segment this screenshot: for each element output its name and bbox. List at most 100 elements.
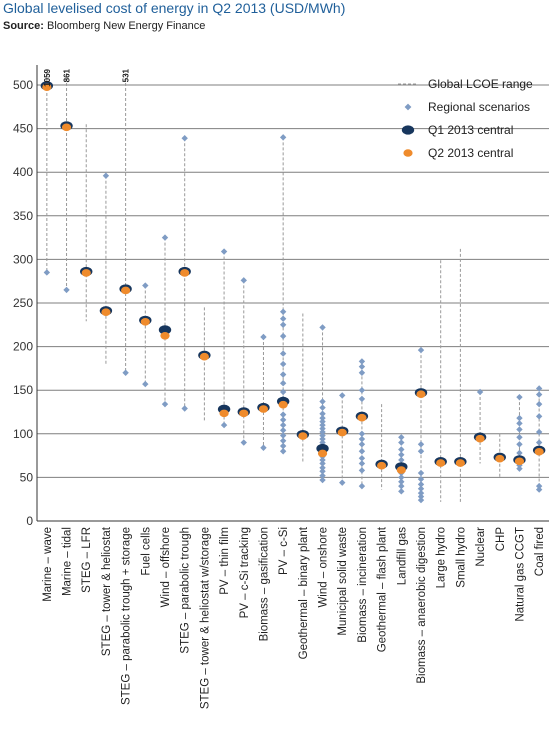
q2-central-point: [140, 318, 150, 326]
regional-scenario-point: [417, 493, 425, 500]
category-label: Marine – tidal: [62, 527, 74, 596]
y-tick-label: 500: [13, 78, 33, 92]
category-label: STEG – parabolic trough: [180, 527, 192, 654]
y-tick-label: 50: [20, 470, 34, 484]
category-label: Geothermal – flash plant: [377, 526, 389, 652]
chart-source: Source: Bloomberg New Energy Finance: [3, 20, 205, 32]
q2-central-point: [416, 390, 426, 398]
regional-scenario-point: [279, 380, 287, 387]
regional-scenario-point: [279, 350, 287, 357]
regional-scenario-point: [398, 488, 405, 495]
y-tick-label: 400: [13, 165, 33, 179]
q1-central-point: [158, 325, 172, 335]
regional-scenario-point: [535, 413, 543, 420]
regional-scenario-point: [417, 441, 425, 448]
q2-central-point: [495, 454, 505, 463]
source-text: Bloomberg New Energy Finance: [47, 20, 206, 32]
label-layer: 0 50 100 150 200 250 300 350 400 450 500 1059 Marine…: [13, 68, 546, 709]
regional-scenario-point: [319, 456, 326, 464]
regional-scenario-point: [142, 380, 149, 388]
category-label: Wind – offshore: [160, 527, 172, 607]
regional-scenario-point: [260, 444, 267, 451]
legend-item-range: Global LCOE range: [398, 77, 533, 91]
category-label: Landfill gas: [396, 527, 408, 585]
q2-central-point: [298, 432, 308, 440]
legend-label: Q2 2013 central: [428, 146, 513, 160]
regional-scenario-point: [535, 439, 543, 446]
range-layer: [46, 73, 540, 504]
regional-scenario-point: [102, 172, 110, 179]
regional-scenario-point: [358, 448, 366, 455]
regional-scenario-point: [181, 405, 188, 412]
category-label: PV – c-Si tracking: [239, 527, 251, 618]
category-label: Biomass – anaerobic digestion: [416, 527, 428, 684]
regional-scenario-point: [279, 427, 287, 434]
regional-scenario-point: [319, 414, 326, 422]
q2-central-point: [81, 269, 91, 277]
y-tick-label: 250: [13, 296, 33, 310]
regional-scenario-point: [398, 478, 405, 485]
regional-scenario-point: [319, 432, 326, 439]
regional-scenario-point: [516, 465, 523, 472]
category-label: CHP: [495, 527, 507, 552]
regional-scenario-point: [358, 441, 366, 448]
regional-scenario-point: [417, 475, 425, 483]
regional-scenario-point: [516, 449, 523, 457]
regional-scenario-point: [319, 324, 326, 331]
q2-central-point: [317, 449, 328, 458]
q2-central-point: [337, 428, 347, 437]
regional-scenario-point: [535, 486, 543, 493]
regional-scenario-point: [398, 446, 405, 453]
regional-scenario-point: [516, 441, 523, 448]
regional-scenario-point: [142, 282, 149, 289]
regional-scenario-point: [398, 474, 405, 481]
regional-scenario-point: [476, 388, 484, 396]
category-label: PV – c-Si: [278, 527, 290, 575]
category-label: Large hydro: [436, 527, 448, 588]
category-label: Biomass – gasification: [258, 527, 270, 641]
q2-central-point: [475, 434, 485, 443]
regional-scenario-point: [535, 385, 543, 392]
q2-central-point: [278, 400, 288, 409]
regional-scenario-point: [319, 398, 326, 405]
regional-scenario-point: [398, 451, 405, 458]
regional-scenario-point: [417, 485, 425, 492]
category-label: Wind – onshore: [318, 527, 330, 608]
max-value-label: 531: [122, 68, 131, 82]
regional-scenario-point: [279, 308, 287, 315]
y-tick-label: 100: [13, 427, 33, 441]
q2-central-point: [514, 457, 525, 466]
q2-central-point: [219, 409, 229, 418]
regional-scenario-point: [516, 420, 523, 427]
category-label: STEG – parabolic trough + storage: [121, 527, 133, 705]
regional-scenario-point: [319, 460, 326, 467]
regional-scenario-point: [122, 369, 129, 376]
regional-scenario-point: [417, 448, 425, 455]
regional-scenario-point: [279, 416, 287, 424]
regional-scenario-point: [319, 476, 326, 484]
category-label: STEG – tower & heliostat w/storage: [199, 527, 211, 709]
regional-scenario-point: [279, 411, 287, 418]
regional-scenario-point: [43, 269, 51, 276]
regional-scenario-point: [240, 439, 247, 446]
regional-scenario-point: [417, 469, 425, 477]
regional-scenario-point: [279, 448, 287, 455]
legend: Global LCOE range Regional scenarios Q1 20…: [398, 77, 533, 160]
category-label: Small hydro: [455, 527, 467, 588]
regional-scenario-point: [358, 435, 366, 443]
legend-regional-swatch: [404, 103, 412, 111]
legend-q2-swatch: [403, 149, 413, 157]
y-tick-label: 350: [13, 209, 33, 223]
regional-scenario-point: [279, 388, 287, 396]
regional-scenario-point: [220, 421, 228, 429]
regional-scenario-point: [358, 369, 366, 376]
regional-scenario-point: [358, 467, 366, 474]
regional-scenario-point: [319, 410, 326, 417]
y-tick-label: 0: [26, 514, 33, 528]
q2-central-point: [377, 461, 387, 470]
regional-scenario-point: [535, 400, 543, 408]
regional-scenario-point: [417, 489, 425, 497]
regional-scenario-point: [319, 472, 326, 479]
category-label: Municipal solid waste: [337, 527, 349, 636]
